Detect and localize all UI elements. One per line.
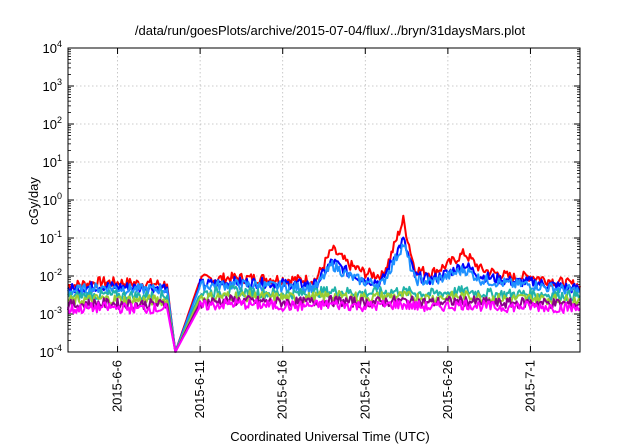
series-line-7 [67, 298, 581, 353]
y-tick-label: 104 [43, 39, 62, 56]
series-line-3 [67, 243, 581, 353]
y-tick-label: 10-1 [40, 229, 62, 246]
series-line-5 [67, 290, 581, 353]
x-tick-label: 2015-6-16 [275, 360, 290, 419]
x-tick-label: 2015-6-11 [192, 360, 207, 418]
series-line-2 [67, 236, 581, 353]
y-tick-label: 100 [43, 191, 62, 208]
y-tick-label: 10-4 [40, 343, 62, 360]
x-axis-label: Coordinated Universal Time (UTC) [230, 429, 429, 444]
x-tick-label: 2015-7-1 [522, 360, 537, 412]
y-tick-label: 10-3 [40, 305, 62, 322]
x-tick-label: 2015-6-6 [110, 360, 125, 412]
y-tick-label: 102 [43, 115, 62, 132]
plot-frame [67, 47, 581, 353]
y-tick-label: 10-2 [40, 267, 62, 284]
y-tick-label: 101 [43, 153, 62, 170]
y-axis-label: cGy/day [26, 177, 41, 225]
y-tick-label: 103 [43, 77, 62, 94]
x-tick-label: 2015-6-26 [440, 360, 455, 419]
chart-title: /data/run/goesPlots/archive/2015-07-04/f… [135, 23, 526, 38]
series-lines [67, 214, 581, 353]
x-tick-label: 2015-6-21 [357, 360, 372, 419]
axis-ticks: 10-4 10-3 10-2 10-1 100 101 102 103 104 2015-6-6 2… [40, 39, 580, 419]
